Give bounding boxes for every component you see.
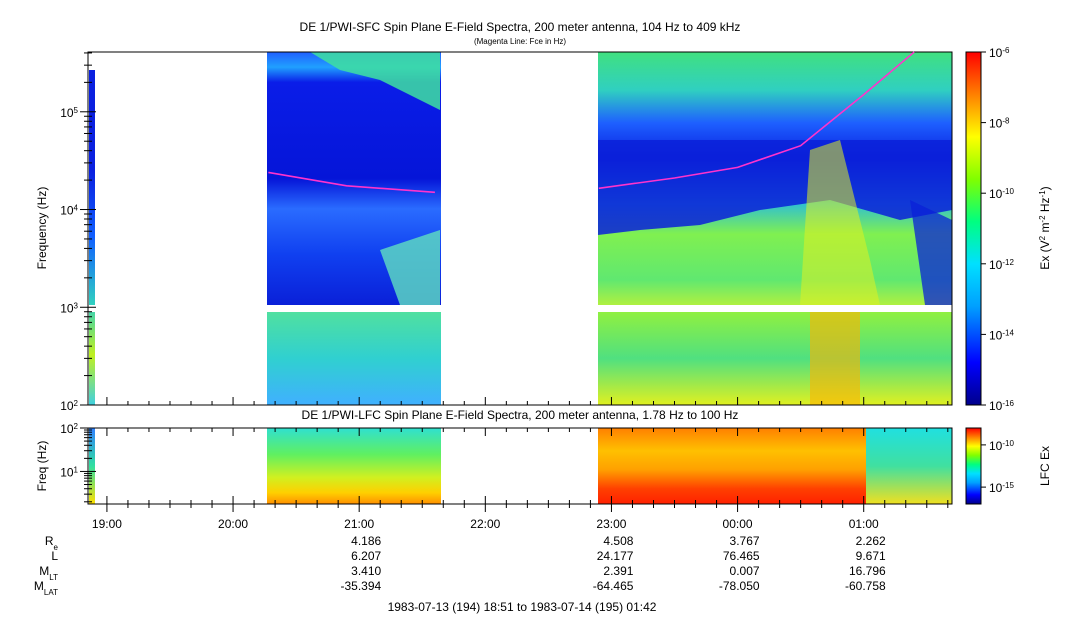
time-tick-label: 00:00 (723, 517, 753, 531)
time-tick-label: 20:00 (218, 517, 248, 531)
sfc-y-axis: 102 103 104 105 (60, 52, 96, 414)
ephemeris-value: -78.050 (719, 579, 760, 593)
lfc-plot-frame (87, 427, 953, 505)
sfc-segment-3-low-hot (810, 312, 860, 405)
sfc-y-tick-label: 105 (60, 105, 78, 120)
time-range-footer: 1983-07-13 (194) 18:51 to 1983-07-14 (19… (388, 600, 657, 614)
sfc-colorbar-tick-label: 10-8 (989, 116, 1010, 131)
cb-label-main: Ex (V (1038, 240, 1052, 269)
lfc-y-tick-label: 102 (60, 422, 78, 437)
ephemeris-value: -60.758 (845, 579, 886, 593)
time-tick-label: 19:00 (92, 517, 122, 531)
cb-label-sup2: -2 (1038, 215, 1047, 223)
time-tick-label: 01:00 (849, 517, 879, 531)
sfc-plot-frame (87, 51, 953, 406)
lfc-y-tick-label: 101 (60, 465, 78, 480)
sfc-colorbar-ticks: 10-6 10-8 10-10 10-12 10-14 10-16 (981, 46, 1014, 414)
sfc-segment-2-low (267, 312, 441, 405)
lfc-segment-3 (598, 428, 866, 504)
ephemeris-value: 2.262 (856, 534, 886, 548)
lfc-colorbar-label: LFC Ex (1038, 446, 1052, 486)
sfc-segment-3-dark (598, 140, 952, 235)
lfc-y-axis: 101 102 (60, 422, 96, 503)
sfc-colorbar-tick-label: 10-6 (989, 46, 1010, 61)
sfc-y-tick-label: 104 (60, 203, 78, 218)
cb-label-end: ) (1038, 186, 1052, 190)
ephemeris-value: 4.186 (351, 534, 381, 548)
ephemeris-value: 3.410 (351, 564, 381, 578)
sfc-colorbar: 10-6 10-8 10-10 10-12 10-14 10-16 Ex (V2 m-2 … (965, 46, 1053, 414)
lfc-colorbar-tick-label: 10-10 (989, 438, 1014, 453)
sfc-segment-3-edge (910, 200, 952, 305)
lfc-panel: 101 102 Freq (Hz) (35, 422, 953, 505)
chart-subtitle: (Magenta Line: Fce in Hz) (474, 37, 566, 46)
ephemeris-value: 0.007 (730, 564, 760, 578)
sfc-colorbar-label: Ex (V2 m-2 Hz-1) (1038, 186, 1053, 269)
lfc-y-axis-label: Freq (Hz) (35, 441, 49, 492)
sfc-segment-3-low (598, 312, 952, 405)
fce-magenta-line (268, 51, 915, 194)
sfc-colorbar-scale (965, 51, 982, 406)
ephemeris-row-label: MLT (39, 564, 58, 582)
cb-label-mid: m (1038, 223, 1052, 236)
time-tick-label: 21:00 (344, 517, 374, 531)
sfc-colorbar-tick-label: 10-12 (989, 257, 1014, 272)
lfc-segment-3-tail (866, 428, 952, 504)
sfc-colorbar-tick-label: 10-10 (989, 187, 1014, 202)
lfc-colorbar-tick-label: 10-15 (989, 481, 1014, 496)
ephemeris-value: 76.465 (723, 549, 760, 563)
time-tick-label: 22:00 (470, 517, 500, 531)
ephemeris-row-label: Re (45, 534, 59, 552)
lfc-segment-1 (89, 428, 95, 504)
ephemeris-value: 16.796 (849, 564, 886, 578)
ephemeris-value: 9.671 (856, 549, 886, 563)
chart-title: DE 1/PWI-SFC Spin Plane E-Field Spectra,… (300, 20, 741, 34)
ephemeris-value: 24.177 (597, 549, 634, 563)
cb-label-sup3: -1 (1038, 190, 1047, 198)
sfc-y-tick-label: 102 (60, 399, 78, 414)
sfc-segment-2-emission (310, 52, 440, 110)
lfc-colorbar-ticks: 10-10 10-15 (981, 438, 1014, 495)
ephemeris-value: -64.465 (593, 579, 634, 593)
time-tick-label: 23:00 (596, 517, 626, 531)
ephemeris-value: -35.394 (340, 579, 381, 593)
ephemeris-table: Re 4.186 4.508 3.767 2.262 L 6.207 24.177 76.465… (34, 534, 886, 597)
lfc-segment-2 (267, 428, 441, 504)
ephemeris-value: 3.767 (730, 534, 760, 548)
lfc-colorbar: 10-10 10-15 LFC Ex (965, 427, 1052, 505)
ephemeris-value: 6.207 (351, 549, 381, 563)
sfc-colorbar-tick-label: 10-16 (989, 399, 1014, 414)
ephemeris-row-label: MLAT (34, 579, 58, 597)
cb-label-sup1: 2 (1038, 235, 1047, 240)
time-axis: 19:00 20:00 21:00 22:00 23:00 00:00 01:00 (92, 397, 949, 531)
sfc-segment-1 (89, 70, 95, 405)
sfc-segment-3-hot (800, 140, 880, 305)
sfc-band-gap (88, 305, 952, 312)
sfc-panel: 102 103 104 105 Frequency (Hz) (35, 51, 953, 414)
sfc-segment-2-lowband (380, 230, 440, 305)
sfc-y-tick-label: 103 (60, 301, 78, 316)
sfc-y-axis-label: Frequency (Hz) (35, 187, 49, 270)
cb-label-mid2: Hz (1038, 197, 1052, 215)
ephemeris-row-label: L (51, 549, 58, 563)
lfc-title: DE 1/PWI-LFC Spin Plane E-Field Spectra,… (302, 408, 739, 422)
ephemeris-value: 4.508 (603, 534, 633, 548)
lfc-colorbar-scale (965, 427, 982, 505)
sfc-colorbar-tick-label: 10-14 (989, 328, 1014, 343)
ephemeris-value: 2.391 (603, 564, 633, 578)
